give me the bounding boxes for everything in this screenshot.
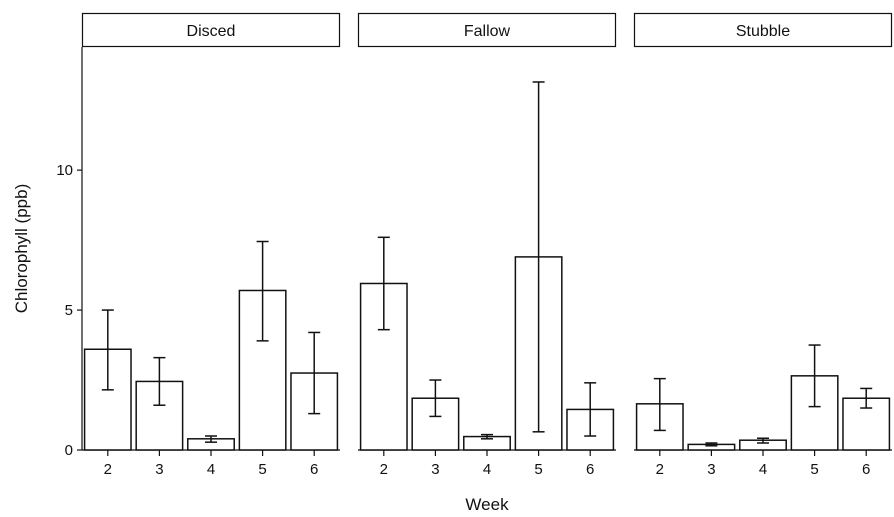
x-tick-label: 2 — [104, 461, 112, 478]
x-tick-label: 5 — [534, 461, 542, 478]
panel-stubble: Stubble 2 3 4 5 6 — [633, 12, 893, 478]
x-tick-label: 5 — [258, 461, 266, 478]
x-tick-label: 5 — [810, 461, 818, 478]
x-tick-label: 4 — [207, 461, 215, 478]
facet-title: Stubble — [736, 23, 790, 40]
x-tick-label: 2 — [656, 461, 664, 478]
panel-fallow: Fallow 2 3 4 5 6 — [357, 12, 617, 478]
x-tick-label: 3 — [707, 461, 715, 478]
facet-title: Fallow — [464, 23, 511, 40]
panel-disced: Disced 2 3 4 5 6 — [81, 12, 341, 478]
x-tick-label: 6 — [310, 461, 318, 478]
facet-strip — [633, 12, 893, 48]
x-tick-label: 3 — [431, 461, 439, 478]
facet-strip — [357, 12, 617, 48]
facet-strip — [81, 12, 341, 48]
facet-title: Disced — [187, 23, 236, 40]
x-axis-label: Week — [465, 495, 509, 514]
x-tick-label: 4 — [759, 461, 767, 478]
x-tick-label: 6 — [862, 461, 870, 478]
panels: Disced 2 3 4 5 6 Fallow 2 3 4 5 6 Stubble 2 3 4 5 6 — [81, 12, 893, 478]
x-tick-label: 3 — [155, 461, 163, 478]
y-tick-label: 5 — [65, 302, 73, 319]
x-tick-label: 4 — [483, 461, 491, 478]
x-tick-label: 2 — [380, 461, 388, 478]
y-tick-label: 10 — [56, 162, 73, 179]
y-axis-label: Chlorophyll (ppb) — [12, 184, 31, 313]
x-tick-label: 6 — [586, 461, 594, 478]
y-tick-label: 0 — [65, 442, 73, 459]
y-axis: 0 5 10 — [56, 47, 83, 459]
